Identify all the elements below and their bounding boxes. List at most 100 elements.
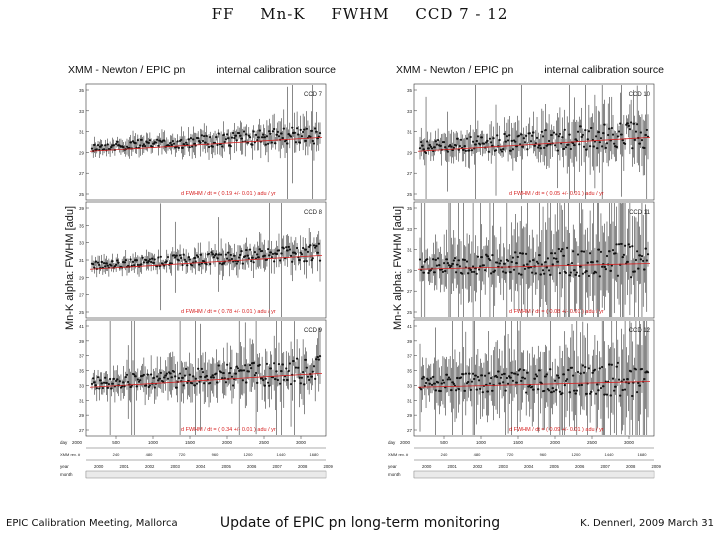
data-point <box>169 372 172 375</box>
data-point <box>435 264 438 267</box>
data-point <box>111 382 114 385</box>
data-point <box>596 383 599 386</box>
data-point <box>512 268 516 271</box>
data-point <box>305 260 308 263</box>
data-point <box>90 382 94 386</box>
data-point <box>251 143 254 146</box>
data-point <box>598 141 601 144</box>
year-tick-label: 2004 <box>196 464 206 469</box>
data-point <box>159 255 162 258</box>
data-point <box>621 139 624 142</box>
data-point <box>640 367 644 371</box>
data-point <box>181 146 184 150</box>
data-point <box>136 263 139 266</box>
fit-line <box>417 381 651 388</box>
data-point <box>473 270 476 273</box>
data-point <box>527 385 530 388</box>
data-point <box>605 393 609 396</box>
data-point <box>485 253 488 256</box>
data-point <box>520 133 523 136</box>
data-point <box>205 263 208 266</box>
data-point <box>309 135 312 138</box>
data-point <box>468 149 471 152</box>
data-point <box>285 367 288 370</box>
data-point <box>503 372 506 375</box>
day-axis-label: day <box>60 440 68 445</box>
data-point <box>617 378 621 381</box>
data-point <box>193 142 196 146</box>
data-point <box>619 122 622 125</box>
data-point <box>590 126 593 130</box>
rev-tick-label: 1200 <box>572 452 582 457</box>
data-point <box>294 366 297 369</box>
data-point <box>497 370 500 373</box>
y-tick-label: 37 <box>79 354 85 359</box>
data-point <box>595 271 598 274</box>
rev-tick-label: 1200 <box>244 452 254 457</box>
data-point <box>316 251 319 254</box>
data-point <box>267 381 270 384</box>
data-point <box>312 365 316 368</box>
data-point <box>129 141 132 144</box>
data-point <box>166 377 170 380</box>
data-point <box>152 142 155 145</box>
data-point <box>561 392 564 395</box>
data-point <box>240 137 243 140</box>
year-tick-label: 2000 <box>422 464 432 469</box>
data-point <box>191 264 194 267</box>
data-point <box>193 256 196 260</box>
y-tick-label: 35 <box>79 223 85 228</box>
data-point <box>186 381 189 384</box>
data-point <box>182 384 185 387</box>
day-tick-label: 2000 <box>222 440 233 445</box>
data-point <box>429 145 432 148</box>
data-point <box>246 254 249 257</box>
data-point <box>212 376 215 379</box>
data-point <box>611 377 615 380</box>
data-point <box>436 138 440 142</box>
data-point <box>487 372 490 375</box>
y-tick-label: 31 <box>79 398 85 403</box>
footer-title: Update of EPIC pn long-term monitoring <box>219 515 501 531</box>
data-point <box>457 259 460 262</box>
data-point <box>245 381 248 384</box>
data-point <box>98 263 101 266</box>
data-point <box>519 368 522 371</box>
header-source: internal calibration source <box>544 64 664 76</box>
data-point <box>505 376 508 380</box>
data-point <box>317 358 320 361</box>
data-point <box>593 368 597 371</box>
data-point <box>554 379 557 382</box>
data-point <box>282 378 285 382</box>
data-point <box>291 126 294 129</box>
data-point <box>522 264 525 267</box>
data-point <box>555 133 558 136</box>
data-point <box>134 142 137 145</box>
data-point <box>154 141 158 144</box>
data-point <box>188 146 191 149</box>
panel-ccd-12: 41 39 37 35 33 31 29 27 CCD 12 d FWHM / dt = ( 0.… <box>407 319 655 437</box>
data-point <box>438 264 441 267</box>
data-point <box>254 133 258 137</box>
data-point <box>608 363 611 366</box>
data-point <box>258 248 261 251</box>
data-point <box>268 384 271 387</box>
data-point <box>100 260 103 264</box>
data-point <box>101 386 104 390</box>
data-point <box>177 259 180 262</box>
data-point <box>240 369 243 372</box>
data-point <box>289 383 293 386</box>
data-point <box>229 145 232 148</box>
data-point <box>468 372 471 375</box>
data-point <box>560 250 563 253</box>
figure-left: XMM - Newton / EPIC pn internal calibrat… <box>58 62 340 480</box>
data-point <box>634 258 638 262</box>
data-point <box>550 133 553 137</box>
data-point <box>262 379 265 382</box>
data-point <box>127 380 130 384</box>
data-point <box>636 123 639 126</box>
data-point <box>224 381 228 384</box>
data-point <box>280 132 283 135</box>
data-point <box>275 252 278 256</box>
data-point <box>522 368 525 372</box>
